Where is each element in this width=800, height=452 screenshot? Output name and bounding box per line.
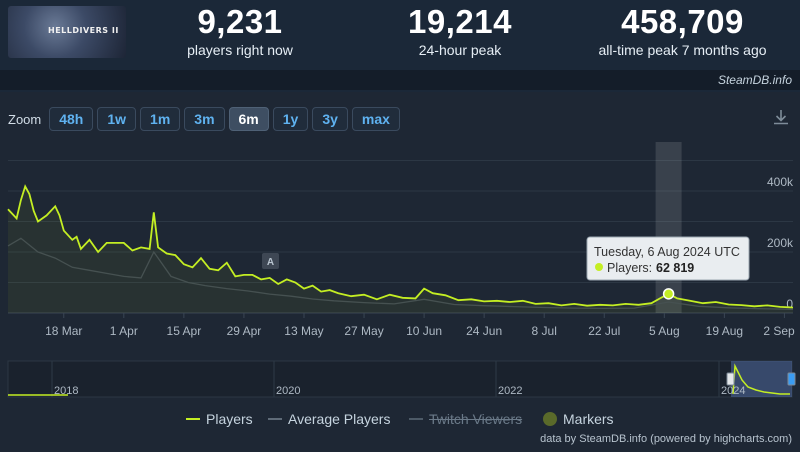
x-tick-label: 1 Apr — [110, 324, 138, 338]
legend-item-average-players[interactable]: Average Players — [268, 411, 390, 427]
navigator[interactable]: 2018 2020 2022 2024 — [7, 360, 796, 398]
game-logo-text: HELLDIVERS II — [48, 26, 119, 35]
game-thumbnail[interactable]: HELLDIVERS II — [8, 6, 126, 58]
source-bar: SteamDB.info — [0, 70, 800, 90]
tooltip-value: 62 819 — [656, 261, 694, 275]
stat-value: 19,214 — [408, 3, 512, 40]
zoom-button-max[interactable]: max — [351, 107, 400, 131]
stat-value: 9,231 — [197, 3, 283, 40]
legend-item-markers[interactable]: Markers — [543, 411, 614, 427]
x-tick-label: 27 May — [344, 324, 383, 338]
zoom-button-48h[interactable]: 48h — [49, 107, 94, 131]
legend-label: Players — [206, 411, 253, 427]
x-tick-label: 10 Jun — [406, 324, 442, 338]
zoom-label: Zoom — [8, 111, 42, 127]
x-tick-label: 18 Mar — [45, 324, 82, 338]
tooltip: Tuesday, 6 Aug 2024 UTC Players: 62 819 — [586, 236, 750, 281]
legend-label: Average Players — [288, 411, 391, 427]
x-axis-labels: 18 Mar 1 Apr 15 Apr 29 Apr 13 May 27 May 10 Ju… — [45, 313, 795, 338]
zoom-button-1m[interactable]: 1m — [140, 107, 181, 131]
stat-all-time-peak: 458,709 all-time peak 7 months ago — [585, 2, 780, 58]
tooltip-series-dot — [595, 263, 603, 271]
x-tick-label: 29 Apr — [227, 324, 262, 338]
stat-value: 458,709 — [621, 3, 744, 40]
stat-24h-peak: 19,214 24-hour peak — [385, 2, 535, 58]
legend-label: Markers — [563, 411, 614, 427]
header-bar: HELLDIVERS II 9,231 players right now 19… — [0, 0, 800, 70]
hover-band — [655, 142, 682, 313]
y-tick-label: 400k — [767, 175, 794, 189]
navigator-label-2024: 2024 — [721, 385, 745, 397]
navigator-handle-left[interactable] — [726, 372, 735, 386]
y-tick-label: 0 — [786, 297, 793, 311]
zoom-button-6m[interactable]: 6m — [228, 107, 269, 131]
stat-label: 24-hour peak — [418, 42, 502, 58]
source-link[interactable]: SteamDB.info — [717, 73, 792, 87]
navigator-label-2020: 2020 — [276, 385, 300, 397]
navigator-label-2022: 2022 — [498, 385, 522, 397]
legend-swatch-average — [268, 418, 282, 420]
legend-swatch-twitch — [409, 418, 423, 420]
chart-legend: Players Average Players Twitch Viewers M… — [0, 411, 800, 431]
download-icon[interactable] — [772, 108, 790, 126]
zoom-button-3y[interactable]: 3y — [312, 107, 348, 131]
x-tick-label: 15 Apr — [167, 324, 202, 338]
navigator-series-line — [732, 363, 790, 395]
tooltip-date: Tuesday, 6 Aug 2024 UTC — [594, 245, 740, 259]
credits-text[interactable]: data by SteamDB.info (powered by highcha… — [540, 433, 792, 445]
legend-item-players[interactable]: Players — [186, 411, 253, 427]
annotation-marker[interactable]: A — [262, 253, 279, 269]
tooltip-series-label: Players: — [607, 261, 652, 275]
y-axis-labels: 0 200k 400k — [767, 175, 794, 311]
annotation-marker-label: A — [267, 257, 274, 268]
stat-label: players right now — [187, 42, 293, 58]
x-tick-label: 2 Sep — [763, 324, 795, 338]
x-tick-label: 22 Jul — [588, 324, 620, 338]
navigator-handle-right[interactable] — [787, 372, 796, 386]
x-tick-label: 5 Aug — [649, 324, 680, 338]
legend-swatch-markers — [543, 412, 557, 426]
x-tick-label: 19 Aug — [706, 324, 743, 338]
x-tick-label: 24 Jun — [466, 324, 502, 338]
x-tick-label: 8 Jul — [532, 324, 557, 338]
navigator-label-2018: 2018 — [54, 385, 78, 397]
x-tick-label: 13 May — [284, 324, 323, 338]
legend-item-twitch-viewers[interactable]: Twitch Viewers — [409, 411, 522, 427]
legend-swatch-players — [186, 418, 200, 420]
zoom-button-3m[interactable]: 3m — [184, 107, 225, 131]
series-area-players — [8, 186, 793, 313]
series-line-average-players — [7, 237, 794, 310]
y-tick-label: 200k — [767, 236, 794, 250]
zoom-controls: Zoom 48h 1w 1m 3m 6m 1y 3y max — [8, 106, 400, 132]
hover-point — [662, 288, 675, 300]
legend-label: Twitch Viewers — [429, 411, 523, 427]
series-line-players[interactable] — [7, 184, 794, 309]
stat-current-players: 9,231 players right now — [160, 2, 320, 58]
stat-label: all-time peak 7 months ago — [598, 42, 767, 58]
zoom-button-1y[interactable]: 1y — [272, 107, 309, 131]
zoom-button-1w[interactable]: 1w — [97, 107, 137, 131]
